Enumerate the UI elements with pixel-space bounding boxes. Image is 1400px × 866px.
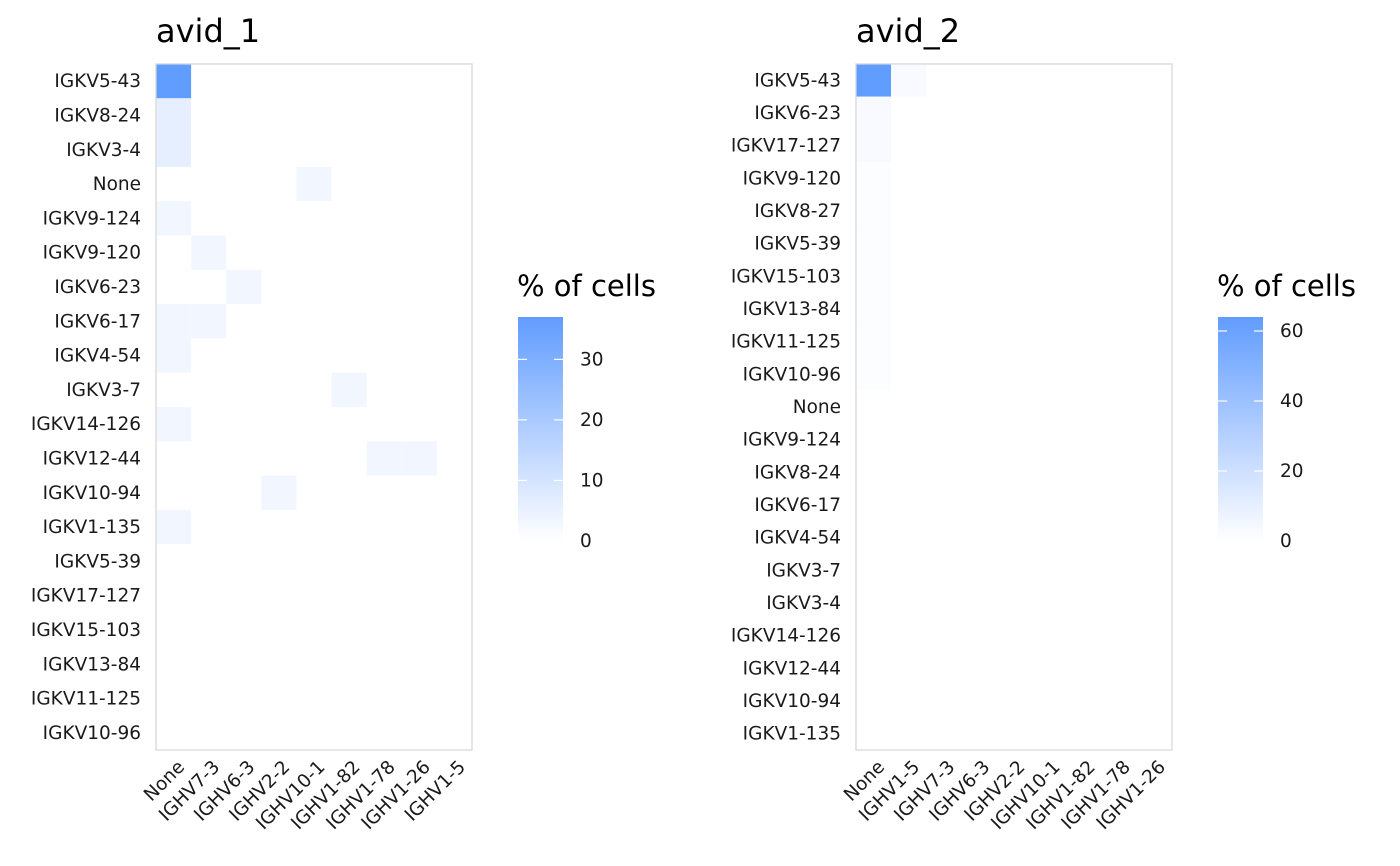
heatmap-cell bbox=[156, 64, 192, 99]
y-tick-label: IGKV10-96 bbox=[743, 364, 841, 385]
y-tick-label: IGKV15-103 bbox=[31, 620, 141, 641]
y-tick-label: IGKV9-120 bbox=[743, 168, 841, 189]
y-tick-label: IGKV9-120 bbox=[43, 243, 141, 264]
heatmap-cell bbox=[156, 304, 192, 339]
legend-colorbar bbox=[1218, 317, 1263, 541]
y-tick-label: IGKV11-125 bbox=[31, 689, 141, 710]
y-tick-label: IGKV8-24 bbox=[754, 462, 841, 483]
legend-tick-label: 0 bbox=[1280, 531, 1292, 552]
legend-tick-label: 0 bbox=[580, 531, 592, 552]
y-tick-label: IGKV3-4 bbox=[766, 593, 841, 614]
heatmap-cell bbox=[156, 509, 192, 545]
y-tick-label: IGKV12-44 bbox=[43, 448, 141, 469]
legend-tick-label: 20 bbox=[1280, 461, 1304, 482]
panel-title: avid_2 bbox=[856, 12, 960, 50]
heatmap-cell bbox=[366, 441, 402, 476]
y-tick-label: IGKV9-124 bbox=[43, 208, 141, 229]
legend-tick-label: 20 bbox=[580, 410, 604, 431]
heatmap-cell bbox=[226, 269, 262, 305]
heatmap-cell bbox=[856, 162, 892, 195]
heatmap-cell bbox=[156, 338, 192, 373]
y-tick-label: IGKV10-94 bbox=[743, 691, 841, 712]
y-tick-label: IGKV14-126 bbox=[31, 414, 141, 435]
color-legend: % of cells 0 10 20 30 bbox=[517, 269, 656, 552]
legend-colorbar bbox=[518, 317, 563, 541]
panel-border bbox=[855, 63, 1173, 751]
heatmap-cell bbox=[261, 475, 297, 510]
y-tick-label: IGKV5-39 bbox=[754, 234, 841, 255]
y-tick-label: IGKV5-43 bbox=[754, 70, 841, 91]
heatmap-cell bbox=[856, 96, 892, 130]
y-tick-label: IGKV11-125 bbox=[731, 332, 841, 353]
heatmap-cell bbox=[856, 325, 892, 358]
heatmap-cell bbox=[856, 227, 892, 260]
y-tick-label: IGKV17-127 bbox=[731, 136, 841, 157]
y-tick-label: IGKV6-23 bbox=[54, 277, 141, 298]
y-tick-label: IGKV4-54 bbox=[54, 346, 141, 367]
legend-tick-label: 60 bbox=[1280, 321, 1304, 342]
y-tick-label: IGKV13-84 bbox=[743, 299, 841, 320]
y-tick-label: IGKV15-103 bbox=[731, 266, 841, 287]
y-tick-label: IGKV6-17 bbox=[54, 311, 141, 332]
y-tick-label: None bbox=[793, 397, 841, 418]
y-tick-label: IGKV14-126 bbox=[731, 626, 841, 647]
y-tick-label: IGKV8-24 bbox=[54, 105, 141, 126]
y-tick-label: IGKV5-39 bbox=[54, 551, 141, 572]
y-tick-label: IGKV17-127 bbox=[31, 586, 141, 607]
heatmap-cell bbox=[331, 372, 367, 407]
y-tick-label: IGKV8-27 bbox=[754, 201, 841, 222]
panel-title: avid_1 bbox=[156, 12, 260, 50]
heatmap-cell bbox=[856, 260, 892, 293]
y-tick-label: IGKV13-84 bbox=[43, 654, 141, 675]
y-tick-label: IGKV3-7 bbox=[766, 560, 841, 581]
heatmap-cell bbox=[856, 358, 892, 391]
legend-tick-label: 10 bbox=[580, 470, 604, 491]
heatmap-cell bbox=[296, 166, 332, 202]
y-tick-label: None bbox=[93, 174, 141, 195]
y-tick-label: IGKV4-54 bbox=[754, 528, 841, 549]
y-tick-label: IGKV5-43 bbox=[54, 71, 141, 92]
y-tick-label: IGKV1-135 bbox=[743, 724, 841, 745]
heatmap-cell bbox=[191, 304, 227, 339]
legend-tick-label: 30 bbox=[580, 349, 604, 370]
y-tick-label: IGKV9-124 bbox=[743, 430, 841, 451]
heatmap-cell bbox=[401, 441, 437, 476]
heatmap-panel-2: avid_2 IGKV5-43 IGKV6-23 IGKV17-127 IGKV9-12… bbox=[731, 12, 1356, 834]
heatmap-cell bbox=[191, 235, 227, 270]
y-tick-label: IGKV12-44 bbox=[743, 658, 841, 679]
heatmap-cell bbox=[156, 407, 192, 442]
legend-tick-label: 40 bbox=[1280, 391, 1304, 412]
heatmap-cell bbox=[856, 129, 892, 162]
heatmap-cell bbox=[856, 292, 892, 326]
y-tick-label: IGKV6-23 bbox=[754, 103, 841, 124]
heatmap-cell bbox=[891, 64, 927, 97]
y-tick-label: IGKV10-94 bbox=[43, 483, 141, 504]
y-tick-label: IGKV3-4 bbox=[66, 140, 141, 161]
y-tick-label: IGKV3-7 bbox=[66, 380, 141, 401]
heatmap-panel-1: avid_1 IGKV5-43 IGKV8-24 IGKV3-4 None IGKV9-1… bbox=[31, 12, 656, 834]
legend-title: % of cells bbox=[1217, 269, 1356, 303]
y-tick-label: IGKV10-96 bbox=[43, 723, 141, 744]
heatmap-cell bbox=[156, 132, 192, 167]
color-legend: % of cells 0 20 40 60 bbox=[1217, 269, 1356, 552]
heatmap-cell bbox=[156, 98, 192, 133]
panel-frame bbox=[855, 63, 1173, 751]
y-tick-label: IGKV1-135 bbox=[43, 517, 141, 538]
panel-frame bbox=[155, 63, 473, 751]
y-tick-label: IGKV6-17 bbox=[754, 495, 841, 516]
legend-title: % of cells bbox=[517, 269, 656, 303]
heatmap-cell bbox=[156, 201, 192, 236]
heatmap-cell bbox=[856, 64, 892, 97]
heatmap-cell bbox=[856, 194, 892, 228]
